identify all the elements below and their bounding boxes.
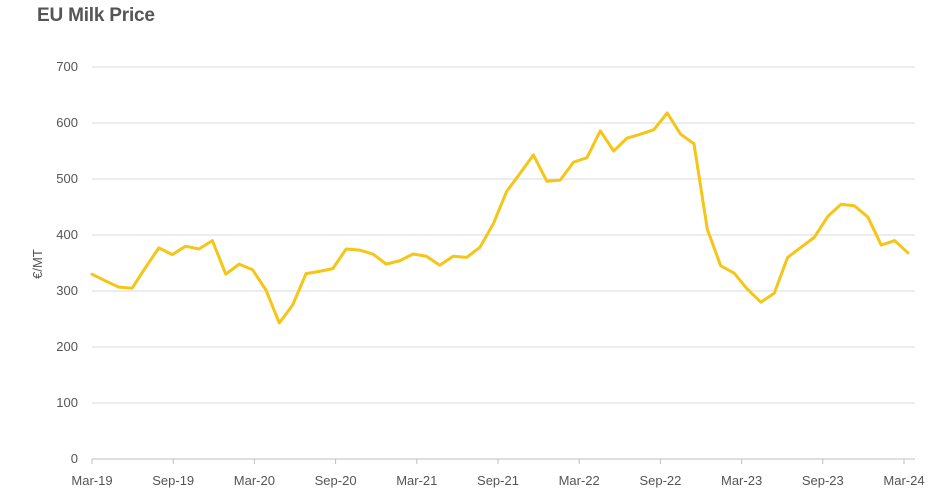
y-tick-label: 400 [56,227,78,242]
x-tick-label: Mar-23 [721,473,762,488]
chart-title: EU Milk Price [37,5,155,26]
x-tick-label: Mar-24 [883,473,924,488]
y-tick-label: 700 [56,59,78,74]
y-tick-label: 500 [56,171,78,186]
x-tick-label: Mar-20 [234,473,275,488]
x-tick-label: Mar-22 [559,473,600,488]
y-tick-label: 0 [71,451,78,466]
series-layer [90,111,910,325]
x-axis-ticks: Mar-19 Sep-19 Mar-20 Sep-20 Mar-21 Sep-21 Mar-… [71,459,925,488]
y-tick-label: 100 [56,395,78,410]
y-tick-label: 300 [56,283,78,298]
x-tick-label: Mar-19 [71,473,112,488]
x-tick-label: Sep-20 [315,473,357,488]
y-axis-ticks: 0 100 200 300 400 500 600 700 [56,59,78,466]
y-tick-label: 200 [56,339,78,354]
y-axis-title: €/MT [30,249,45,279]
y-tick-label: 600 [56,115,78,130]
x-tick-label: Sep-21 [477,473,519,488]
series-line-milk-price [90,111,910,325]
grid-layer [92,66,915,460]
x-tick-label: Sep-19 [152,473,194,488]
x-tick-label: Sep-23 [802,473,844,488]
x-tick-label: Sep-22 [639,473,681,488]
x-tick-label: Mar-21 [396,473,437,488]
